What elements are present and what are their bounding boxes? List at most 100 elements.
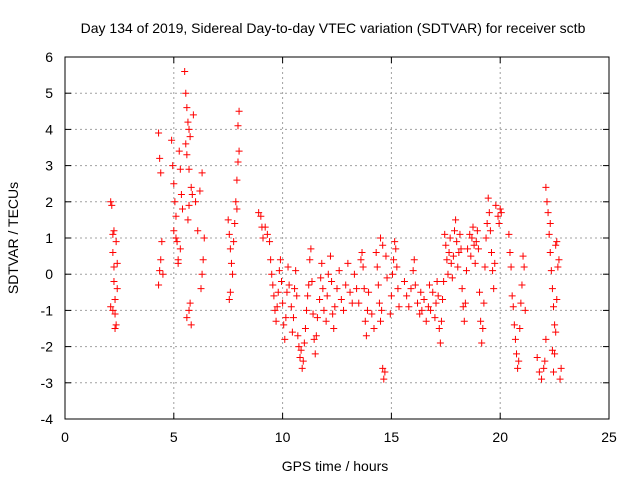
data-point [111,325,119,332]
data-point [158,238,166,246]
data-point [310,335,318,343]
data-point [285,281,293,289]
data-point [109,248,117,256]
data-point [377,234,385,242]
data-point [266,238,274,246]
data-point [271,306,279,314]
data-point [375,299,383,307]
data-point [113,259,121,267]
data-point [365,288,373,296]
data-point [270,292,278,300]
data-point [268,270,276,278]
data-point [477,317,485,325]
data-point [542,335,550,343]
data-point [373,263,381,271]
data-point [483,220,491,228]
data-point [323,292,331,300]
data-point [257,212,265,220]
y-tick-label: 4 [45,121,53,137]
data-point [355,299,363,307]
x-tick-label: 25 [601,429,617,445]
data-point [177,191,185,199]
data-point [372,248,380,256]
data-point [272,317,280,325]
data-point [509,303,517,311]
data-point [440,277,448,285]
data-point [169,162,177,170]
data-point [441,230,449,238]
data-point [329,310,337,318]
data-point [451,227,459,235]
data-point [200,234,208,242]
data-point [278,277,286,285]
data-point [281,335,289,343]
data-point [322,317,330,325]
data-point [344,259,352,267]
data-point [403,292,411,300]
data-point [425,281,433,289]
data-point [109,306,117,314]
data-point [350,270,358,278]
data-point [410,256,418,264]
data-point [110,227,118,235]
data-point [552,328,560,336]
data-point [301,325,309,332]
data-point [471,259,479,267]
data-point [452,216,460,224]
data-point [405,303,413,311]
data-point [447,259,455,267]
data-point [487,248,495,256]
data-point [386,310,394,318]
data-point [185,306,193,314]
data-point [393,263,401,271]
x-tick-label: 20 [492,429,508,445]
data-point [424,303,432,311]
data-point [307,245,315,253]
data-point [548,346,556,354]
data-point [497,209,505,217]
data-point [289,314,297,322]
data-point [235,147,243,155]
data-point [368,310,376,318]
data-point [172,212,180,220]
data-point [357,256,365,264]
axis-ticks: -4 -3 -2 -1 0 1 2 3 4 5 6 0 5 10 15 20 25 [41,49,617,445]
data-point [439,296,447,304]
data-point [443,256,451,264]
data-point [225,296,233,304]
data-point [542,183,550,191]
data-point [417,288,425,296]
data-point [511,335,519,343]
data-point [304,292,312,300]
data-point [340,306,348,314]
data-point [168,136,176,144]
data-point [552,241,560,249]
data-point [179,205,187,213]
data-point [480,299,488,307]
data-point [112,238,120,246]
data-point [359,263,367,271]
data-point [187,183,195,191]
data-point [515,357,523,365]
data-point [235,107,243,115]
data-point [538,375,546,383]
data-point [288,328,296,336]
data-point [462,267,470,275]
data-point [557,364,565,372]
data-point [550,303,558,311]
data-point [171,198,179,206]
data-point [156,267,164,275]
data-point [324,270,332,278]
data-point [470,241,478,249]
data-point [316,296,324,304]
data-point [312,332,320,340]
data-point [469,223,477,231]
data-point [276,256,284,264]
data-point [380,375,388,383]
data-point [113,285,121,293]
data-point [391,238,399,246]
data-point [269,281,277,289]
data-point [548,285,556,293]
data-point [420,296,428,304]
